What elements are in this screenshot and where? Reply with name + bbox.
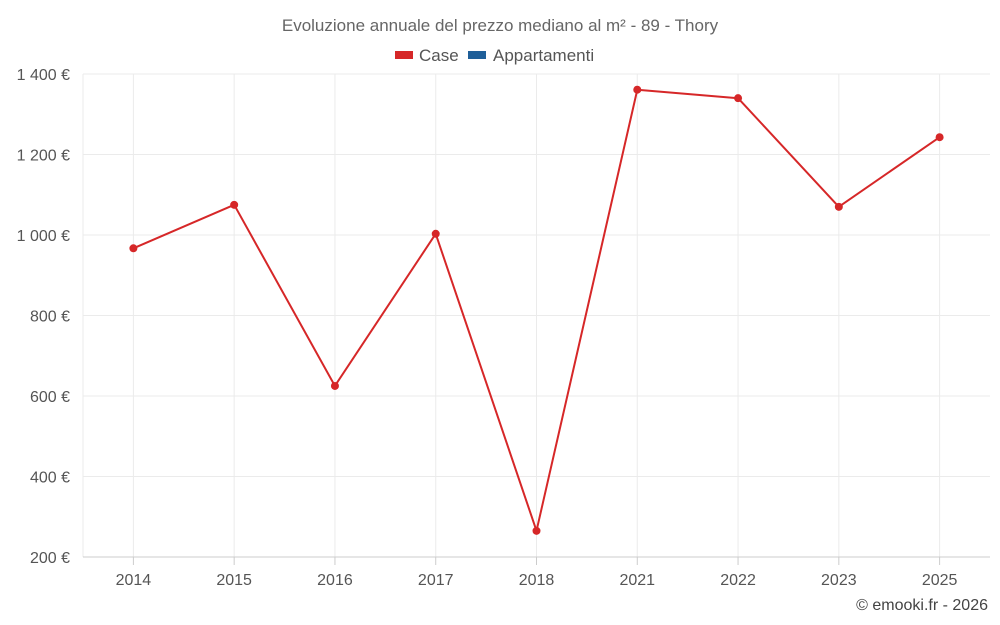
- legend-swatch-case[interactable]: [395, 51, 413, 59]
- y-tick-label: 1 000 €: [17, 228, 70, 245]
- x-tick-label: 2017: [418, 572, 454, 589]
- y-tick-label: 400 €: [30, 470, 70, 487]
- legend-swatch-appartamenti[interactable]: [468, 51, 486, 59]
- legend-label-case[interactable]: Case: [419, 46, 459, 65]
- data-point[interactable]: [230, 200, 239, 209]
- y-tick-label: 1 400 €: [17, 67, 70, 84]
- x-tick-label: 2014: [116, 572, 152, 589]
- x-tick-label: 2018: [519, 572, 555, 589]
- grid: [83, 73, 990, 557]
- legend: Case Appartamenti: [395, 46, 594, 65]
- x-tick-label: 2025: [922, 572, 958, 589]
- x-tick-label: 2022: [720, 572, 756, 589]
- data-point[interactable]: [734, 94, 743, 103]
- x-tick-label: 2021: [619, 572, 655, 589]
- data-point[interactable]: [633, 85, 642, 94]
- data-point[interactable]: [129, 244, 138, 253]
- y-tick-label: 600 €: [30, 389, 70, 406]
- data-point[interactable]: [834, 202, 843, 211]
- x-tick-label: 2023: [821, 572, 857, 589]
- y-tick-label: 800 €: [30, 309, 70, 326]
- axes: 1 400 € 1 200 € 1 000 € 800 € 600 € 400 € 200 …: [17, 67, 990, 589]
- data-point[interactable]: [532, 526, 541, 535]
- legend-label-appartamenti[interactable]: Appartamenti: [493, 46, 594, 65]
- series-layer: [129, 85, 944, 535]
- x-tick-label: 2016: [317, 572, 353, 589]
- data-point[interactable]: [935, 133, 944, 142]
- chart-title: Evoluzione annuale del prezzo mediano al…: [282, 16, 719, 35]
- y-tick-label: 200 €: [30, 550, 70, 567]
- data-point[interactable]: [330, 381, 339, 390]
- y-tick-label: 1 200 €: [17, 148, 70, 165]
- data-point[interactable]: [431, 229, 440, 238]
- credit-text: © emooki.fr - 2026: [856, 597, 988, 614]
- x-tick-label: 2015: [216, 572, 252, 589]
